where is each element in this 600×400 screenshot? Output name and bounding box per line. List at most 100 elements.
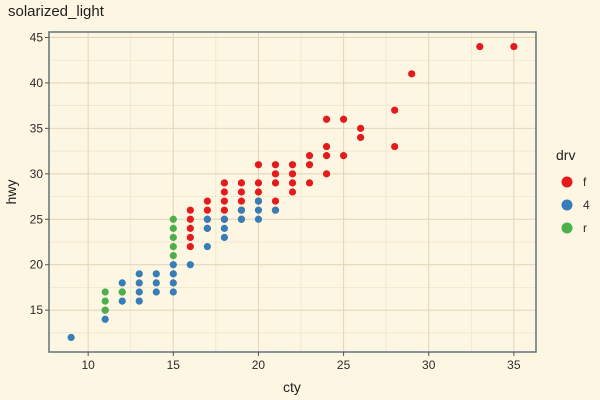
data-point-4: [152, 270, 160, 278]
data-point-4: [135, 270, 143, 278]
x-tick-label: 30: [422, 358, 436, 372]
data-point-f: [271, 170, 280, 178]
data-point-f: [408, 70, 416, 78]
data-point-f: [220, 188, 228, 196]
data-point-4: [203, 242, 211, 251]
data-point-4: [101, 315, 109, 323]
data-point-4: [271, 206, 280, 214]
data-point-f: [237, 197, 246, 205]
legend-key-4: [561, 199, 573, 211]
data-point-4: [118, 279, 126, 287]
legend-label-f: f: [583, 175, 587, 189]
data-point-4: [254, 215, 263, 223]
data-point-f: [288, 161, 297, 169]
data-point-f: [186, 206, 194, 214]
data-point-4: [67, 333, 75, 342]
data-point-f: [510, 42, 518, 51]
data-point-f: [305, 161, 314, 169]
data-point-4: [169, 261, 177, 269]
data-point-r: [169, 252, 177, 260]
panel-border: [48, 31, 537, 353]
chart-title: solarized_light: [8, 3, 105, 20]
data-point-4: [135, 279, 143, 287]
data-point-f: [322, 115, 331, 123]
data-point-4: [237, 215, 246, 223]
data-point-f: [391, 106, 399, 114]
x-tick-label: 25: [337, 358, 351, 372]
y-tick-label: 15: [30, 303, 44, 317]
data-point-f: [203, 206, 211, 214]
data-point-f: [186, 224, 194, 232]
data-point-f: [237, 188, 246, 196]
data-point-4: [118, 297, 126, 305]
data-point-f: [254, 161, 263, 169]
data-point-f: [322, 170, 331, 178]
data-point-r: [169, 215, 177, 223]
y-tick-label: 30: [30, 167, 44, 181]
data-point-4: [135, 288, 143, 296]
data-point-f: [254, 188, 263, 196]
data-point-f: [322, 142, 331, 151]
data-point-f: [220, 179, 228, 187]
y-tick-label: 45: [30, 30, 44, 44]
y-tick-label: 35: [30, 121, 44, 135]
y-tick-label: 20: [30, 258, 44, 272]
x-tick-label: 35: [507, 358, 521, 372]
x-axis-ticks: 10 15 20 25 30 35: [81, 352, 521, 372]
data-point-4: [169, 279, 177, 287]
data-point-f: [237, 179, 246, 187]
x-tick-label: 10: [81, 358, 95, 372]
data-point-r: [169, 224, 177, 232]
data-point-4: [220, 233, 228, 242]
data-point-f: [220, 197, 228, 205]
y-axis-title: hwy: [3, 180, 19, 205]
data-point-f: [391, 142, 399, 151]
legend-key-f: [561, 176, 573, 188]
data-point-4: [220, 224, 228, 232]
data-point-4: [254, 197, 263, 205]
data-point-r: [118, 288, 126, 296]
data-point-4: [152, 279, 160, 287]
data-point-r: [169, 242, 177, 251]
data-point-f: [203, 197, 211, 205]
x-axis-title: cty: [283, 379, 301, 395]
data-point-f: [476, 42, 484, 51]
data-point-f: [186, 233, 194, 242]
data-point-4: [169, 270, 177, 278]
data-point-4: [220, 215, 228, 223]
data-point-f: [271, 179, 280, 187]
legend-title: drv: [556, 147, 575, 163]
data-point-f: [357, 133, 365, 142]
data-point-f: [322, 152, 331, 160]
data-point-4: [254, 206, 263, 214]
data-point-f: [339, 152, 348, 160]
data-point-f: [339, 115, 348, 123]
data-point-r: [101, 306, 109, 314]
x-tick-label: 15: [167, 358, 181, 372]
data-point-f: [305, 179, 314, 187]
data-point-4: [237, 206, 246, 214]
x-tick-label: 20: [252, 358, 266, 372]
legend-label-4: 4: [583, 198, 590, 212]
data-point-4: [169, 288, 177, 296]
data-point-f: [220, 206, 228, 214]
data-point-f: [186, 242, 194, 251]
data-point-f: [288, 170, 297, 178]
data-point-4: [186, 261, 194, 269]
data-point-f: [305, 152, 314, 160]
data-point-f: [186, 215, 194, 223]
data-point-f: [254, 179, 263, 187]
data-point-4: [203, 215, 211, 223]
data-point-4: [203, 224, 211, 232]
data-point-f: [357, 124, 365, 132]
data-point-4: [152, 288, 160, 296]
data-point-r: [101, 297, 109, 305]
data-point-r: [101, 288, 109, 296]
y-tick-label: 40: [30, 76, 44, 90]
legend-label-r: r: [583, 221, 587, 235]
data-point-r: [169, 233, 177, 242]
data-point-f: [271, 161, 280, 169]
data-point-f: [288, 188, 297, 196]
y-tick-label: 25: [30, 212, 44, 226]
